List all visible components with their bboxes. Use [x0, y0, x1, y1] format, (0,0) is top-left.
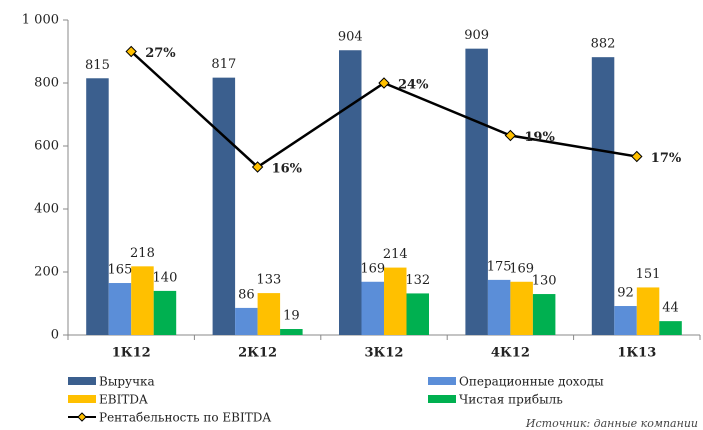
bar-value-label: 175: [487, 259, 512, 274]
bar: [406, 293, 429, 335]
bar: [361, 281, 384, 335]
line-marker: [251, 161, 264, 173]
x-tick-label: 4К12: [491, 346, 530, 361]
bar: [636, 287, 660, 335]
bar-value-label: 214: [383, 247, 408, 262]
legend-label: Чистая прибыль: [459, 393, 563, 407]
bar-value-label: 130: [532, 274, 557, 289]
line-marker: [504, 129, 517, 142]
line-value-label: 16%: [272, 162, 303, 177]
line-marker: [378, 77, 390, 89]
bar: [659, 321, 682, 335]
bar: [212, 77, 236, 336]
line-marker: [125, 45, 137, 58]
bar-value-label: 169: [509, 261, 534, 276]
line-value-label: 17%: [651, 151, 682, 166]
legend-label: Выручка: [99, 375, 155, 389]
legend-marker: [77, 412, 87, 422]
bar-value-label: 86: [238, 287, 255, 302]
bar-value-label: 151: [636, 267, 661, 282]
bar-value-label: 904: [338, 30, 363, 45]
bar-value-label: 133: [256, 273, 281, 288]
y-tick-label: 0: [51, 328, 59, 343]
legend-swatch: [428, 377, 456, 385]
legend-label: EBITDA: [99, 393, 148, 407]
x-tick-label: 1К12: [112, 346, 151, 361]
bar-value-label: 169: [360, 261, 385, 276]
x-tick-label: 2К12: [238, 346, 277, 361]
legend-swatch: [428, 395, 456, 403]
bar: [131, 266, 154, 335]
bar: [339, 50, 362, 336]
line-value-label: 19%: [524, 130, 555, 145]
bar: [108, 283, 132, 335]
bar: [591, 57, 615, 336]
y-tick-label: 800: [34, 76, 59, 91]
bar-value-label: 218: [130, 246, 155, 261]
bar: [614, 306, 637, 335]
y-tick-label: 400: [34, 202, 59, 217]
legend-label: Рентабельность по EBITDA: [99, 411, 271, 425]
bar: [510, 281, 533, 335]
line-marker: [631, 150, 643, 163]
line-value-label: 24%: [398, 78, 429, 93]
bar: [384, 267, 407, 335]
bar: [86, 78, 109, 336]
bar: [280, 329, 303, 335]
y-tick-label: 1 000: [22, 13, 59, 28]
x-tick-label: 3К12: [365, 346, 404, 361]
x-tick-label: 1К13: [617, 346, 656, 361]
bar: [235, 307, 258, 335]
legend-swatch: [68, 377, 96, 385]
y-tick-label: 200: [34, 265, 59, 280]
bar-value-label: 44: [662, 301, 679, 316]
bar: [487, 279, 511, 335]
source-note: Источник: данные компании: [525, 417, 698, 430]
bar: [532, 294, 556, 335]
legend-swatch: [68, 395, 96, 403]
bar: [465, 48, 488, 335]
bar-value-label: 140: [153, 270, 178, 285]
bar-value-label: 92: [617, 286, 634, 301]
bar-value-label: 909: [464, 28, 489, 43]
bar-value-label: 132: [405, 273, 430, 288]
bar: [257, 293, 281, 335]
bar-value-label: 817: [211, 57, 236, 72]
bar-value-label: 815: [85, 58, 110, 73]
bar: [153, 290, 177, 335]
legend-label: Операционные доходы: [459, 375, 604, 389]
bar-value-label: 165: [108, 263, 133, 278]
bar-value-label: 19: [283, 309, 300, 324]
y-tick-label: 600: [34, 139, 59, 154]
bar-value-label: 882: [591, 37, 616, 52]
line-value-label: 27%: [145, 46, 176, 61]
line: [130, 50, 638, 169]
